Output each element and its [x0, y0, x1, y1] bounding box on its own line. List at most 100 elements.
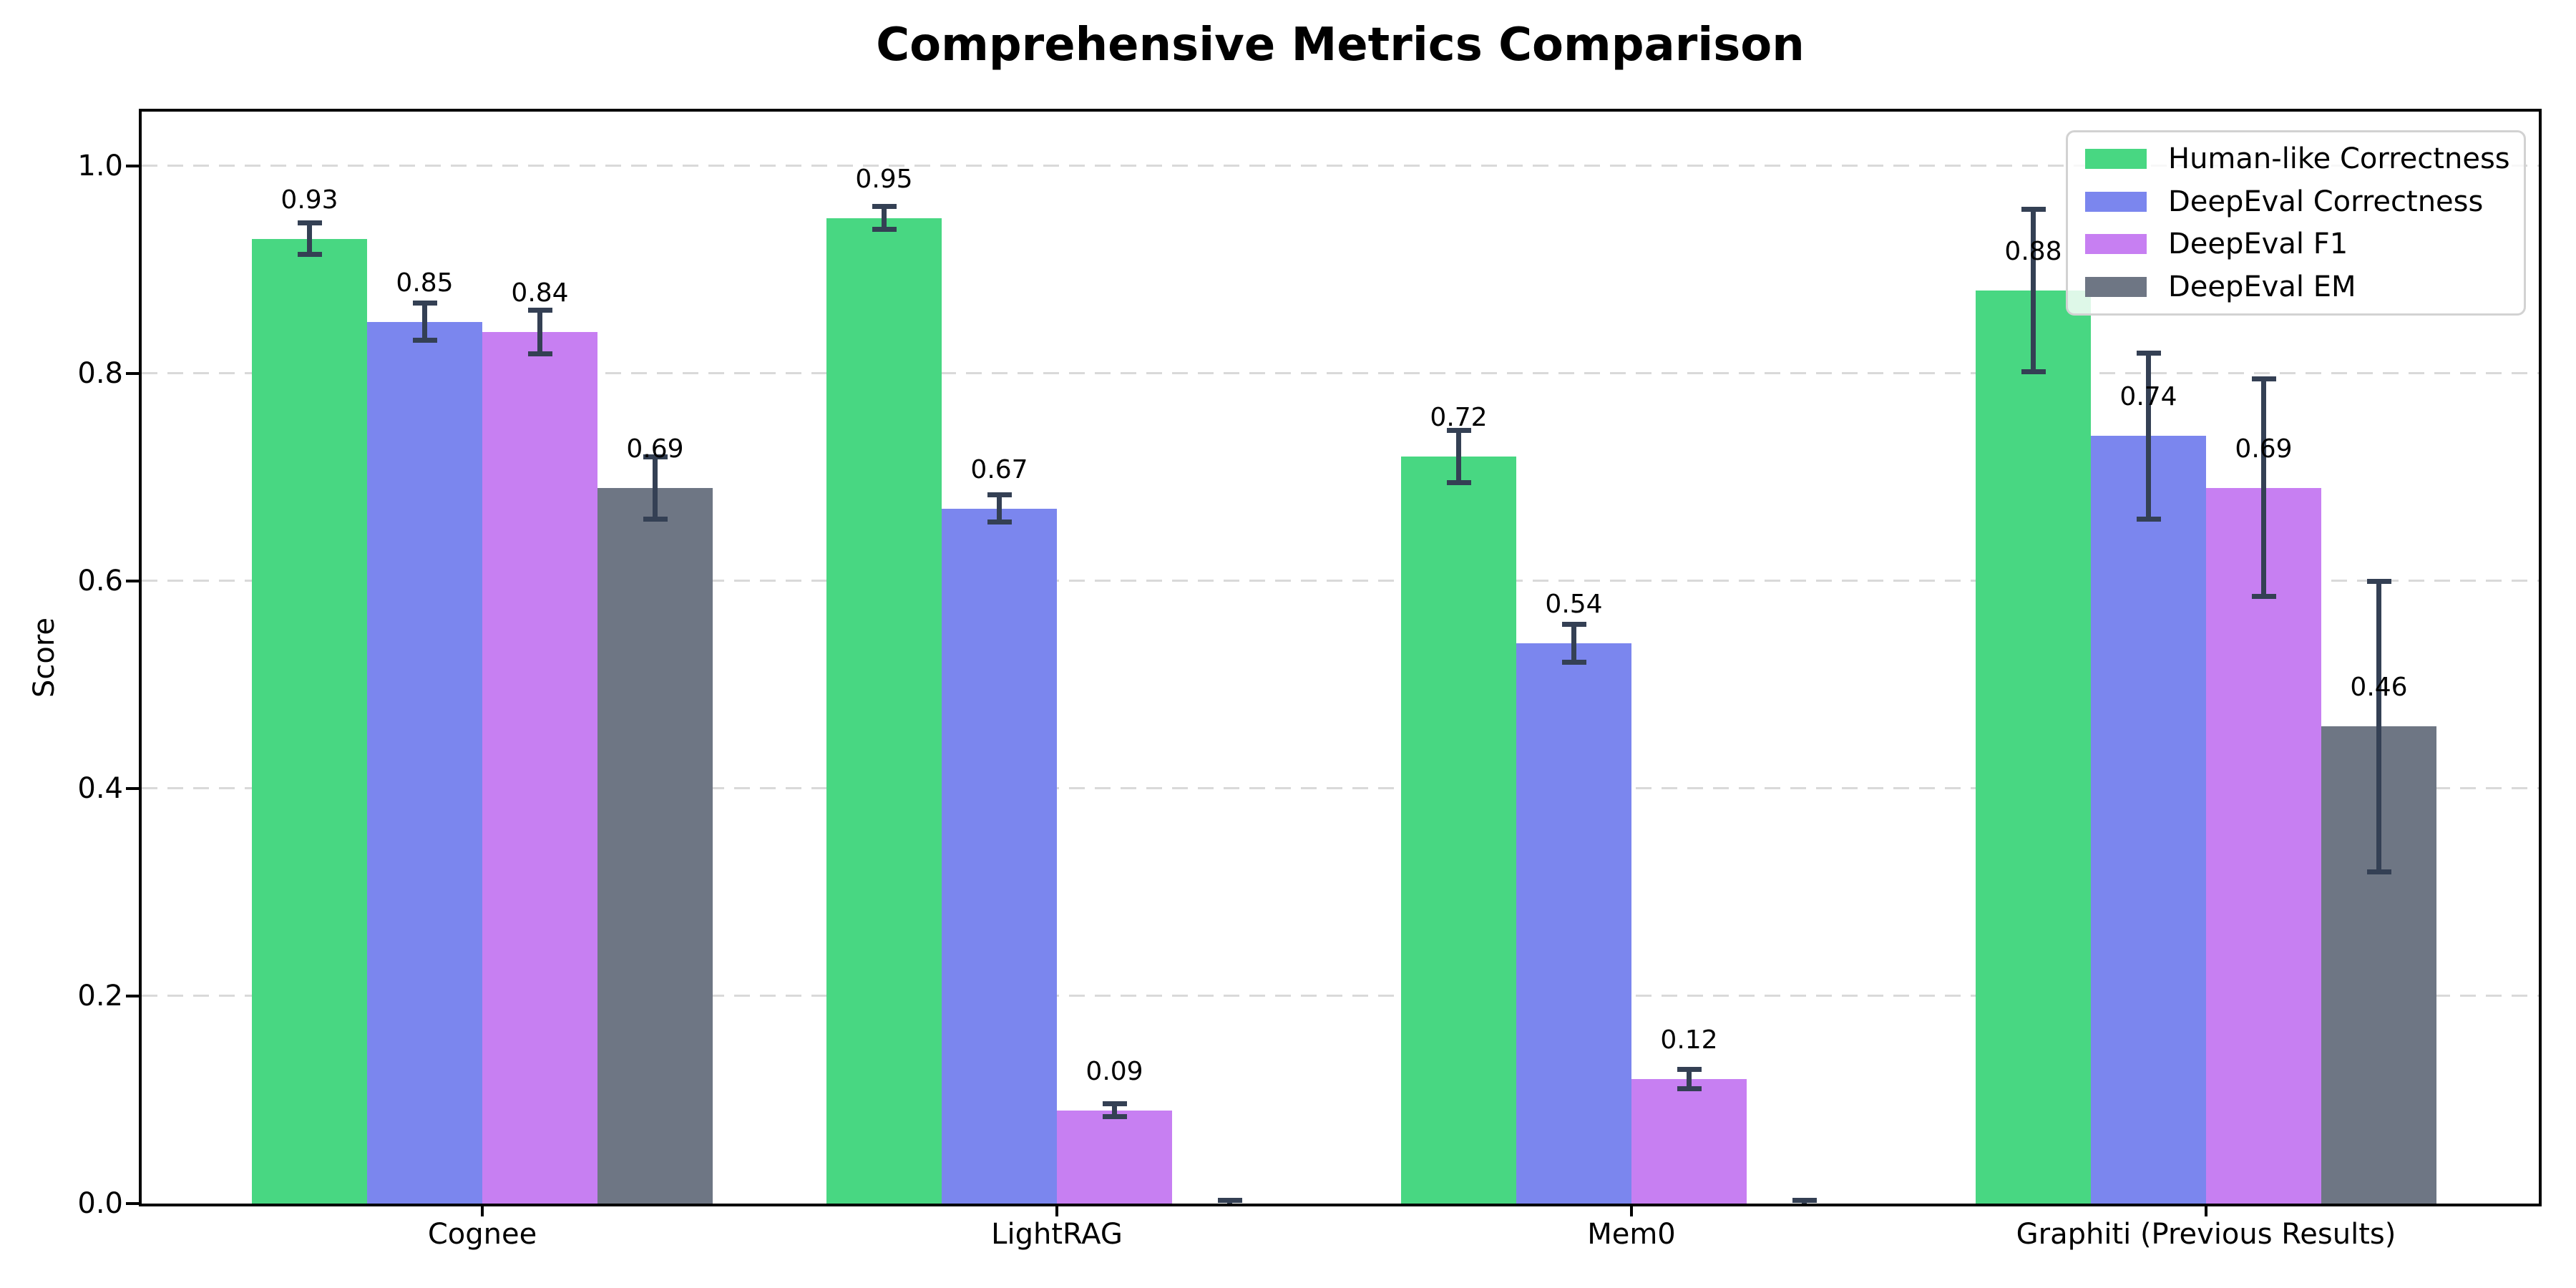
bar-value-label: 0.74: [2119, 382, 2177, 412]
error-bar-cap-top: [412, 300, 437, 306]
gridline: [142, 372, 2539, 374]
error-bar: [997, 494, 1002, 522]
y-tick-mark: [126, 787, 139, 790]
error-bar-cap-bottom: [987, 519, 1012, 525]
error-bar-cap-top: [872, 204, 897, 210]
error-bar-cap-bottom: [643, 516, 668, 522]
gridline: [142, 580, 2539, 582]
error-bar: [537, 310, 542, 354]
error-bar: [422, 303, 427, 341]
legend: Human-like Correctness DeepEval Correctne…: [2066, 130, 2526, 316]
error-bar-cap-bottom: [2136, 516, 2161, 522]
legend-item: DeepEval EM: [2085, 270, 2524, 303]
y-tick-label: 0.0: [77, 1187, 123, 1220]
bar: [2091, 436, 2206, 1204]
bar-value-label: 0.12: [1660, 1025, 1718, 1055]
error-bar-cap-bottom: [2021, 369, 2046, 374]
bar: [482, 332, 597, 1204]
error-bar-cap-top: [2251, 376, 2276, 381]
y-axis-label: Score: [28, 617, 61, 698]
y-tick-mark: [126, 372, 139, 375]
error-bar: [2031, 209, 2036, 372]
gridline: [142, 165, 2539, 167]
x-tick-mark: [481, 1204, 484, 1216]
x-tick-label: LightRAG: [991, 1218, 1123, 1251]
x-axis-spine: [139, 1204, 2542, 1206]
y-axis-spine: [139, 109, 142, 1206]
y-tick-label: 1.0: [77, 150, 123, 182]
error-bar: [2146, 353, 2151, 519]
error-bar-cap-top: [643, 454, 668, 459]
error-bar-cap-top: [2136, 350, 2161, 356]
x-tick-label: Cognee: [427, 1218, 537, 1251]
bar-value-label: 0.93: [280, 185, 338, 215]
legend-label: Human-like Correctness: [2168, 142, 2510, 175]
y-tick-mark: [126, 165, 139, 167]
legend-swatch-icon: [2085, 148, 2147, 169]
error-bar: [1687, 1069, 1692, 1089]
error-bar: [653, 457, 658, 519]
y-tick-mark: [126, 995, 139, 997]
plot-area: 0.93 0.95 0.72 0.88 0.85 0.67 0.54 0.74 0.84 0.09…: [139, 109, 2542, 1206]
error-bar-cap-top: [1102, 1101, 1127, 1107]
y-tick-mark: [126, 1202, 139, 1205]
top-spine: [139, 109, 2542, 112]
bar-value-label: 0.95: [855, 164, 913, 194]
error-bar-cap-bottom: [1677, 1085, 1702, 1091]
x-tick-label: Mem0: [1587, 1218, 1676, 1251]
bar-value-label: 0.88: [2004, 237, 2062, 267]
bar-value-label: 0.67: [970, 454, 1028, 484]
error-bar: [1571, 624, 1576, 663]
bar: [1516, 643, 1631, 1204]
x-tick-label: Graphiti (Previous Results): [2016, 1218, 2396, 1251]
y-tick-label: 0.2: [77, 980, 123, 1013]
bar-value-label: 0.09: [1085, 1056, 1143, 1086]
bar-value-label: 0.84: [511, 278, 569, 308]
error-bar: [2376, 581, 2381, 872]
y-tick-mark: [126, 580, 139, 582]
bar-value-label: 0.54: [1545, 590, 1603, 620]
legend-swatch-icon: [2085, 277, 2147, 298]
error-bar-cap-top: [987, 492, 1012, 498]
y-tick-label: 0.4: [77, 772, 123, 805]
error-bar-cap-top: [1446, 428, 1471, 434]
bar: [1976, 291, 2091, 1204]
legend-label: DeepEval EM: [2168, 270, 2356, 304]
right-spine: [2539, 109, 2542, 1206]
legend-swatch-icon: [2085, 191, 2147, 212]
legend-item: Human-like Correctness: [2085, 142, 2524, 175]
x-tick-mark: [1055, 1204, 1058, 1216]
error-bar-cap-bottom: [2251, 594, 2276, 600]
bar: [597, 487, 713, 1204]
error-bar-cap-top: [2366, 578, 2391, 584]
bar: [2206, 487, 2321, 1204]
error-bar-cap-top: [1561, 622, 1586, 628]
error-bar-cap-bottom: [1446, 479, 1471, 485]
y-tick-label: 0.8: [77, 357, 123, 390]
error-bar-cap-top: [2021, 207, 2046, 213]
error-bar: [1456, 430, 1461, 483]
error-bar-cap-top: [527, 308, 552, 313]
bar-value-label: 0.46: [2350, 673, 2408, 703]
legend-swatch-icon: [2085, 234, 2147, 255]
error-bar-cap-bottom: [297, 251, 322, 257]
error-bar-cap-bottom: [872, 226, 897, 232]
bar-value-label: 0.69: [2235, 434, 2293, 464]
legend-label: DeepEval Correctness: [2168, 185, 2484, 218]
bar: [1631, 1079, 1747, 1204]
bar: [367, 321, 482, 1204]
bar: [942, 508, 1057, 1204]
error-bar-cap-top: [1217, 1198, 1242, 1204]
bar: [1401, 457, 1516, 1204]
error-bar: [307, 223, 312, 255]
legend-label: DeepEval F1: [2168, 228, 2348, 261]
error-bar-cap-bottom: [412, 338, 437, 343]
error-bar-cap-bottom: [1561, 659, 1586, 665]
x-tick-mark: [2205, 1204, 2207, 1216]
error-bar-cap-bottom: [1102, 1113, 1127, 1119]
bar: [826, 218, 942, 1204]
bar: [252, 238, 367, 1204]
x-tick-mark: [1630, 1204, 1633, 1216]
error-bar: [882, 206, 887, 230]
legend-item: DeepEval F1: [2085, 228, 2524, 260]
